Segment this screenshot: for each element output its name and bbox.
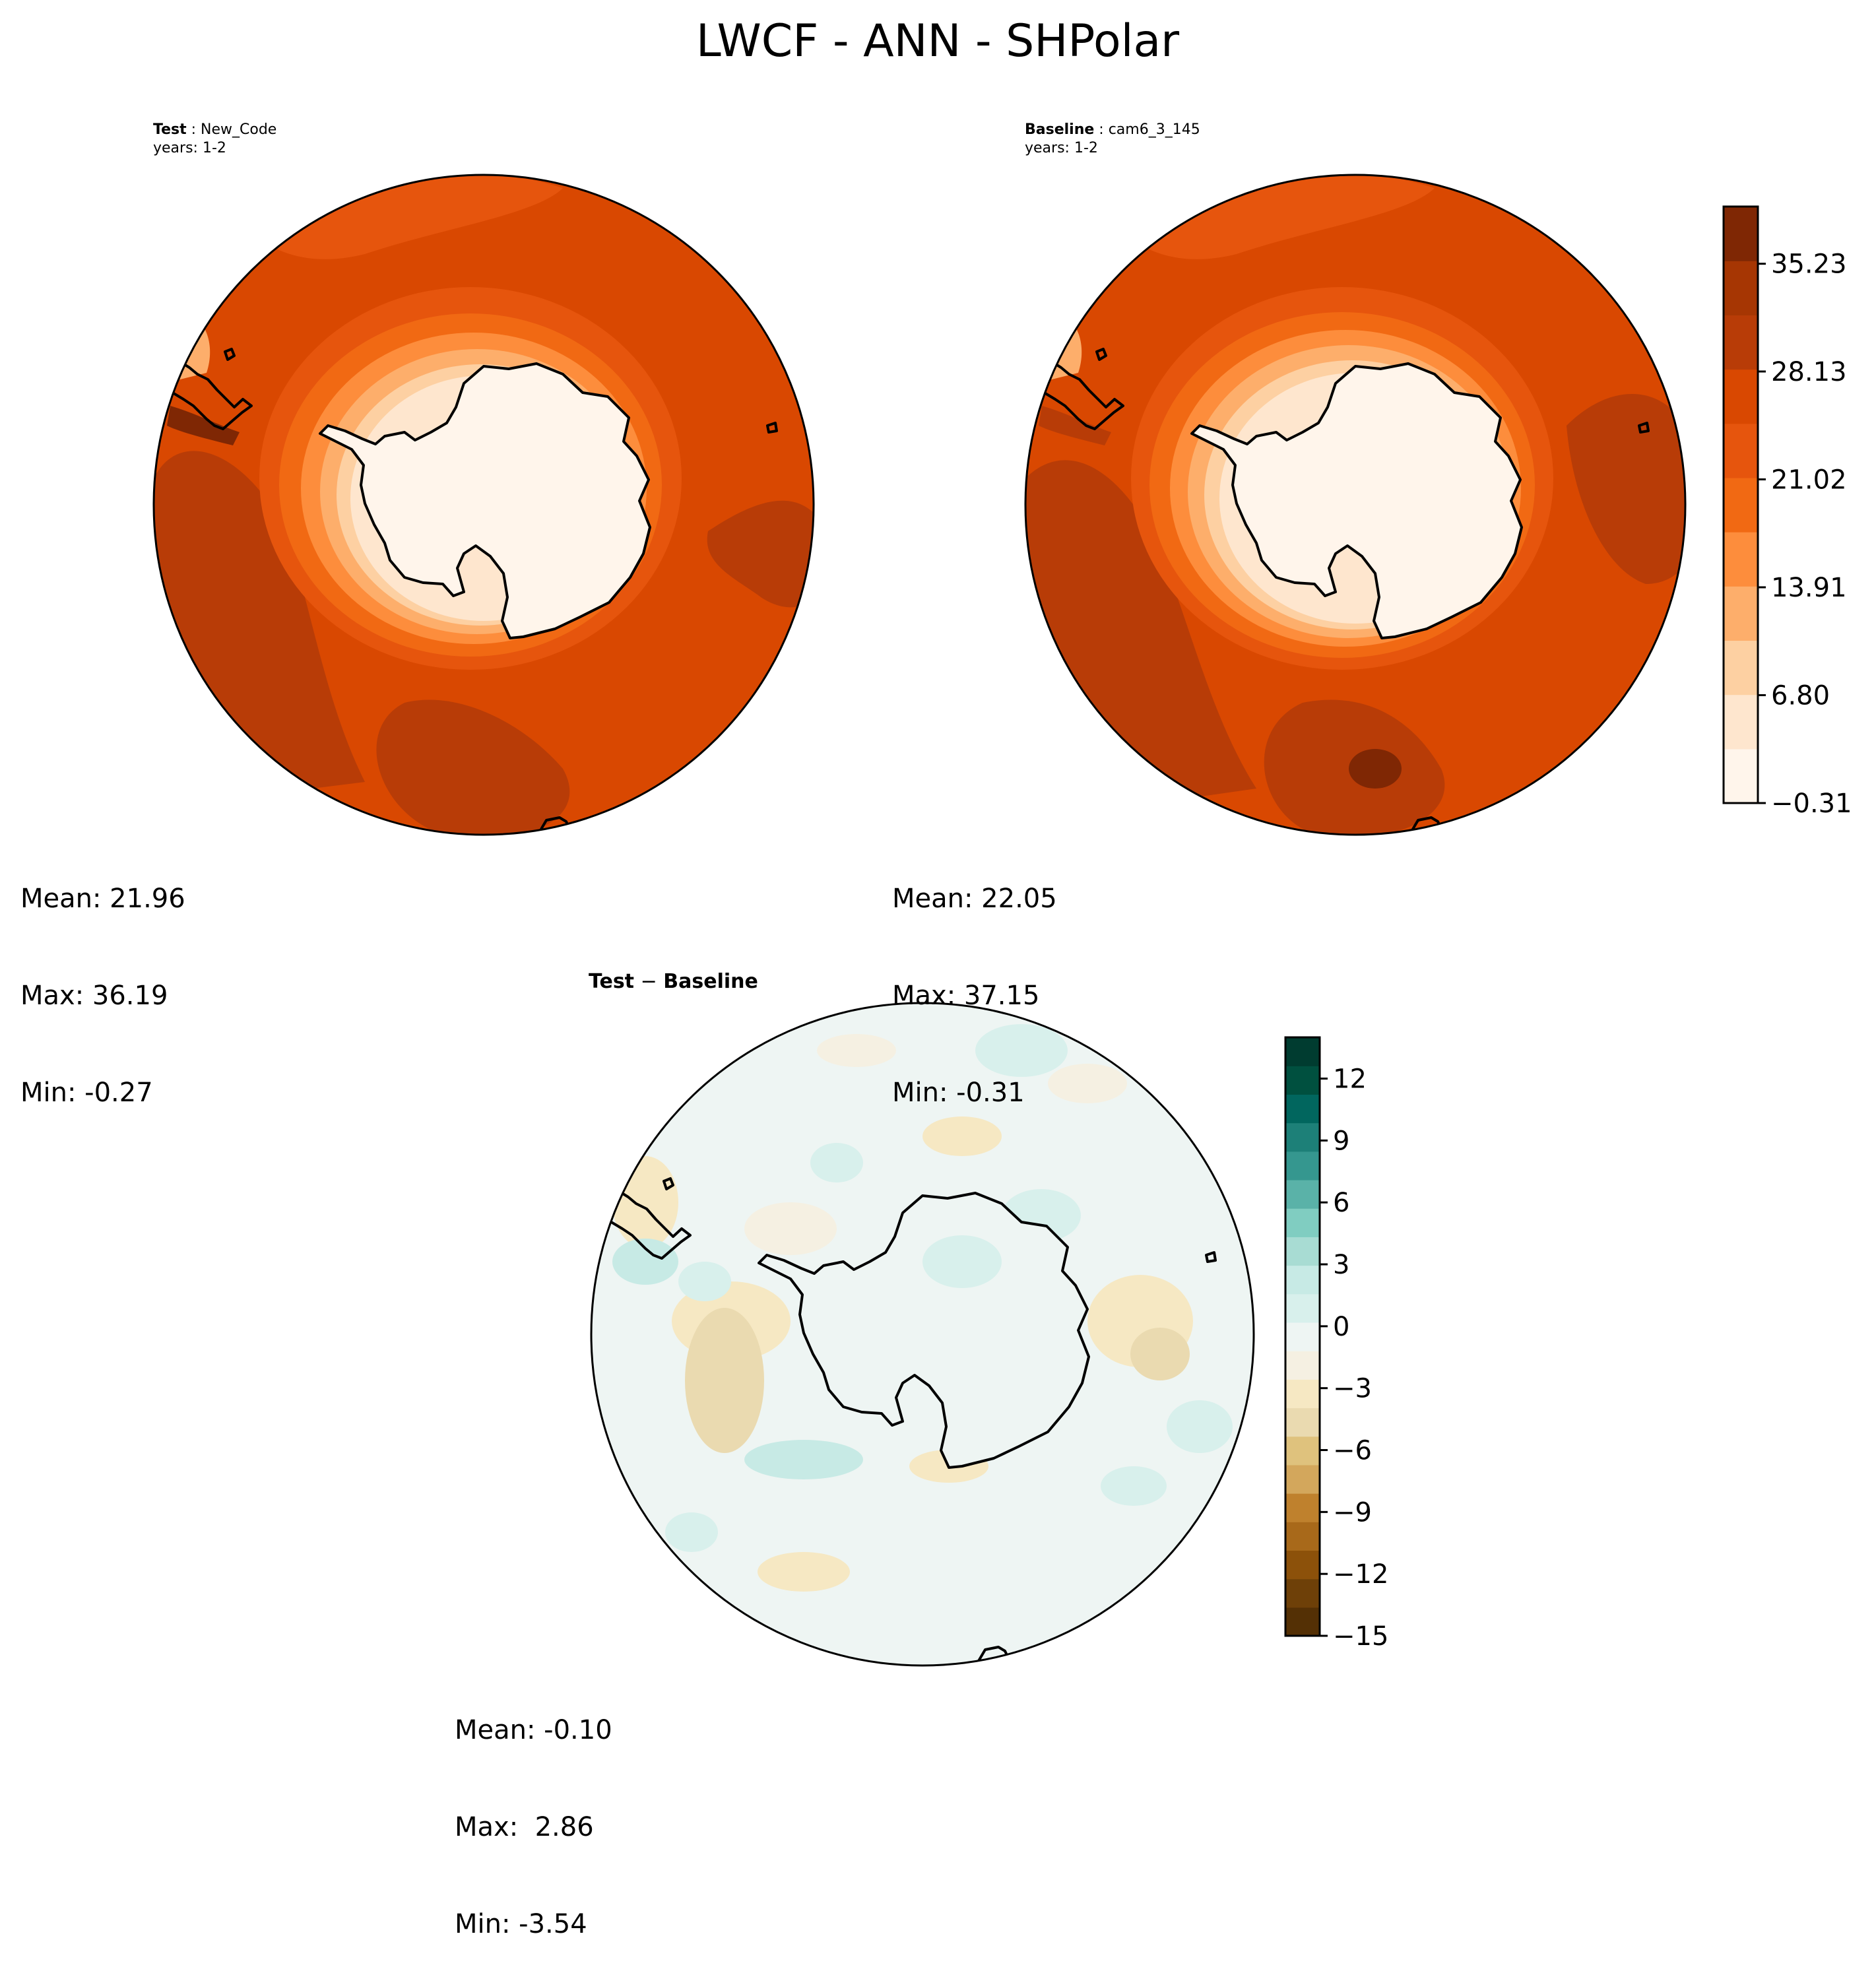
colorbar-diff-segment [1285, 1351, 1320, 1380]
test-max: Max: 36.19 [20, 981, 168, 1011]
colorbar-diff-tick-label: −3 [1333, 1374, 1372, 1404]
difference-stats: Mean: -0.10 Max: 2.86 Min: -3.54 [455, 1650, 612, 1973]
diff-mean: Mean: -0.10 [455, 1715, 612, 1745]
colorbar-diff-segment [1285, 1550, 1320, 1580]
baseline-panel-label: Baseline : cam6_3_145 [1025, 121, 1200, 138]
baseline-min: Min: -0.31 [892, 1078, 1025, 1108]
colorbar-main-segment [1724, 586, 1758, 641]
colorbar-main-segment [1724, 532, 1758, 587]
colorbar-diff-tick-label: −9 [1333, 1497, 1372, 1528]
colorbar-diff-segment [1285, 1179, 1320, 1209]
baseline-years: years: 1-2 [1025, 140, 1098, 156]
colorbar-diff-tick-label: −15 [1333, 1621, 1388, 1652]
colorbar-main-segment [1724, 207, 1758, 261]
colorbar-main-border [1722, 205, 1759, 804]
test-stats: Mean: 21.96 Max: 36.19 Min: -0.27 [20, 818, 185, 1142]
colorbar-diff-tick-label: 0 [1333, 1312, 1349, 1342]
colorbar-main-tick-label: 6.80 [1771, 680, 1830, 711]
colorbar-main-segment [1724, 640, 1758, 695]
map-difference [590, 1002, 1255, 1667]
diff-label-test: Test [589, 970, 635, 993]
baseline-stats: Mean: 22.05 Max: 37.15 Min: -0.31 [892, 818, 1057, 1142]
colorbar-diff-segment [1285, 1522, 1320, 1551]
colorbar-diff-tick-label: 6 [1333, 1188, 1349, 1218]
colorbar-diff-segment [1285, 1066, 1320, 1095]
colorbar-diff-segment [1285, 1407, 1320, 1437]
diff-min: Min: -3.54 [455, 1909, 587, 1939]
diff-max: Max: 2.86 [455, 1812, 594, 1842]
colorbar-diff-segment [1285, 1265, 1320, 1295]
colorbar-difference: 12 9 6 3 0 −3 −6 −9 −12 −15 [1284, 1036, 1388, 1652]
colorbar-main-segment [1724, 423, 1758, 478]
map-test [152, 174, 815, 836]
colorbar-diff-segment [1285, 1151, 1320, 1181]
colorbar-diff-tick-label: −12 [1333, 1559, 1388, 1590]
colorbar-diff-segment [1285, 1293, 1320, 1323]
colorbar-diff-segment [1285, 1379, 1320, 1409]
test-min: Min: -0.27 [20, 1078, 153, 1108]
colorbar-diff-segment [1285, 1122, 1320, 1152]
colorbar-main-segment [1724, 315, 1758, 370]
colorbar-diff-segment [1285, 1208, 1320, 1237]
colorbar-main-segment [1724, 748, 1758, 804]
figure-title: LWCF - ANN - SHPolar [696, 15, 1179, 67]
colorbar-diff-segment [1285, 1322, 1320, 1351]
colorbar-main-segment [1724, 369, 1758, 424]
baseline-max: Max: 37.15 [892, 981, 1040, 1011]
colorbar-diff-segment [1285, 1037, 1320, 1066]
colorbar-diff-tick-label: 9 [1333, 1126, 1349, 1156]
colorbar-main-tick-label: 28.13 [1771, 357, 1847, 387]
colorbar-diff-segment [1285, 1607, 1320, 1636]
colorbar-main-tick-label: 35.23 [1771, 249, 1847, 280]
test-case-name: New_Code [201, 121, 277, 138]
colorbar-diff-segment [1285, 1094, 1320, 1124]
baseline-case-name: cam6_3_145 [1108, 121, 1200, 138]
colorbar-diff-segment [1285, 1237, 1320, 1266]
map-baseline [1024, 174, 1687, 836]
test-mean: Mean: 21.96 [20, 884, 185, 914]
diff-label-baseline: Baseline [663, 970, 758, 993]
colorbar-diff-segment [1285, 1464, 1320, 1494]
baseline-label-bold: Baseline [1025, 121, 1095, 138]
colorbar-diff-segment [1285, 1493, 1320, 1522]
difference-panel-label: Test − Baseline [589, 970, 758, 993]
test-years: years: 1-2 [153, 140, 226, 156]
baseline-mean: Mean: 22.05 [892, 884, 1057, 914]
colorbar-main: 35.23 28.13 21.02 13.91 6.80 −0.31 [1722, 205, 1852, 819]
colorbar-main-tick-label: 13.91 [1771, 573, 1847, 603]
colorbar-main-segment [1724, 261, 1758, 315]
colorbar-diff-tick-label: 12 [1333, 1064, 1367, 1095]
colorbar-main-tick-label: 21.02 [1771, 465, 1847, 495]
colorbar-main-tick-label: −0.31 [1771, 789, 1852, 819]
colorbar-diff-tick-label: −6 [1333, 1436, 1372, 1466]
colorbar-diff-tick-label: 3 [1333, 1250, 1349, 1280]
colorbar-diff-segment [1285, 1436, 1320, 1466]
test-panel-label: Test : New_Code [153, 121, 277, 138]
colorbar-main-segment [1724, 694, 1758, 750]
colorbar-diff-segment [1285, 1578, 1320, 1608]
test-label-bold: Test [153, 121, 187, 138]
colorbar-main-segment [1724, 477, 1758, 533]
figure-canvas: LWCF - ANN - SHPolar [152, 15, 1852, 1667]
diff-label-operator: − [640, 970, 657, 993]
colorbar-diff-border [1284, 1036, 1321, 1637]
